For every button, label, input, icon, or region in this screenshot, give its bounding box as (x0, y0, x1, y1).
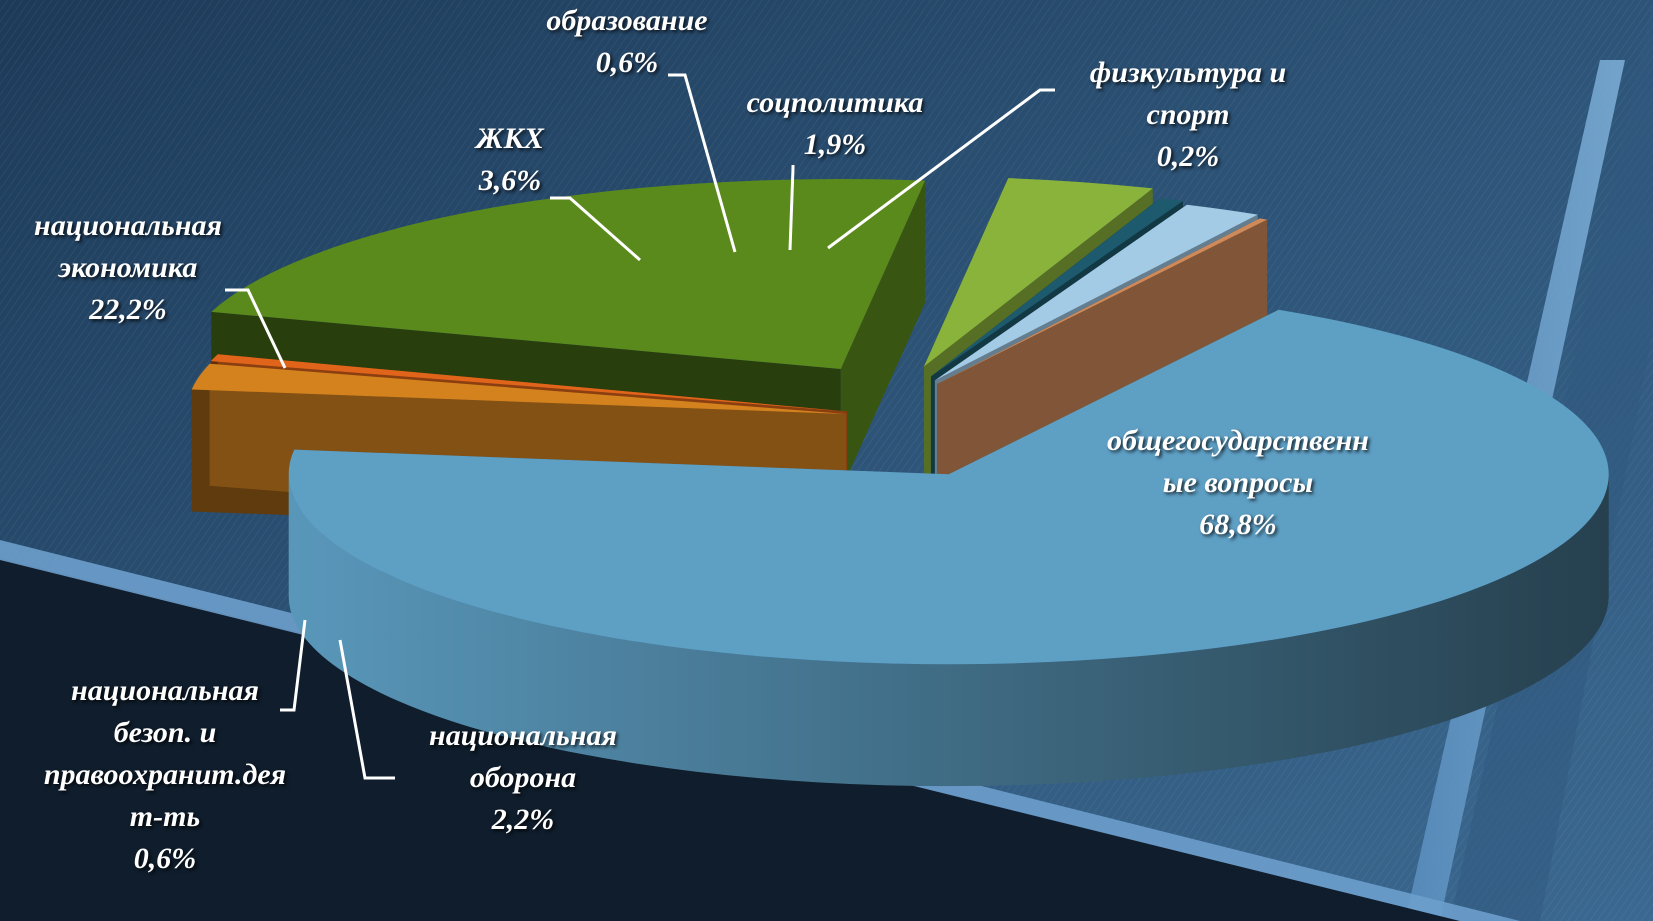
slice-value-label: 3,6% (478, 164, 542, 197)
pie-slice-top-0 (288, 309, 1609, 665)
slice-label-text: безоп. и (113, 716, 217, 749)
pie-slice-7 (937, 218, 1268, 507)
slice-label-text: соцполитика (746, 86, 924, 119)
leader-line-1 (338, 639, 395, 780)
slice-label-text: экономика (58, 251, 198, 284)
slice-value-label: 0,6% (133, 842, 197, 875)
pie-slice-top-2 (210, 354, 848, 412)
slice-value-label: 0,2% (1156, 140, 1220, 173)
slice-label-text: оборона (469, 761, 577, 794)
leader-line-6 (788, 165, 795, 251)
pie-slice-top-6 (934, 204, 1258, 381)
pie-slice-top-4 (923, 178, 1153, 367)
slice-value-label: 2,2% (491, 803, 555, 836)
slice-label-text: национальная (34, 209, 222, 242)
slice-value-label: 22,2% (89, 293, 167, 326)
slice-label-text: национальная (429, 719, 617, 752)
slice-label-text: образование (546, 4, 708, 37)
pie-slice-top-7 (937, 218, 1268, 385)
leader-line-4 (550, 196, 641, 262)
pie-slice-top-3 (211, 179, 926, 370)
slice-label-text: ые вопросы (1162, 466, 1314, 499)
pie-slices (191, 73, 1609, 787)
leader-line-3 (225, 288, 287, 369)
leader-line-2 (280, 619, 307, 712)
pie-slice-0 (288, 309, 1609, 787)
pie-slice-side-0 (288, 474, 1609, 787)
slice-value-label: 0,6% (595, 46, 659, 79)
slice-label-text: правоохранит.дея (43, 758, 287, 791)
leader-line-7 (827, 88, 1055, 250)
slice-value-label: 1,9% (803, 128, 867, 161)
pie-slice-wall-7-1 (937, 219, 1268, 507)
pie-slice-top-1 (191, 363, 847, 415)
pie-slice-top-5 (930, 198, 1183, 377)
pie-slice-wall-3-1 (840, 180, 926, 492)
slice-label-text: физкультура и (1089, 56, 1287, 89)
slice-value-label: 68,8% (1199, 508, 1277, 541)
slice-label-text: ЖКХ (476, 122, 544, 155)
slice-label-text: национальная (71, 674, 259, 707)
leader-line-5 (668, 73, 737, 253)
slice-label-text: общегосударственн (1107, 424, 1369, 457)
slice-label-text: т-ть (129, 800, 201, 833)
slice-label-text: спорт (1146, 98, 1230, 131)
